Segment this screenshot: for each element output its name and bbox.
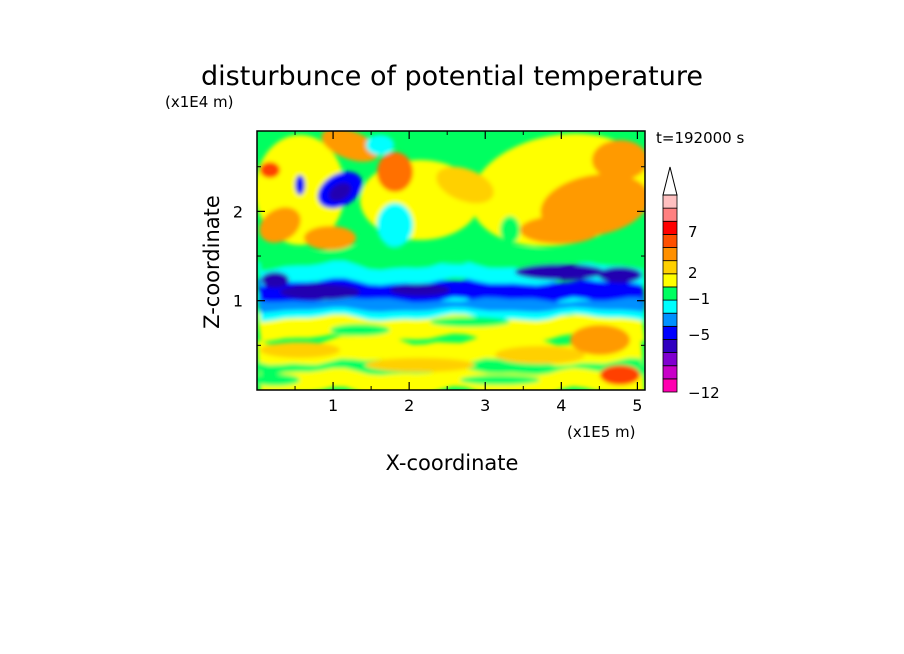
y-axis: 12 xyxy=(233,166,645,346)
cold-core xyxy=(515,264,605,280)
lower-patch xyxy=(460,375,540,385)
x-tick-label: 5 xyxy=(632,396,642,415)
x-axis: 1 2 3 4 5 xyxy=(294,131,642,415)
upper-warm xyxy=(260,162,280,178)
upper-cold xyxy=(328,182,352,202)
upper-cold xyxy=(377,203,413,247)
upper-warm xyxy=(321,131,379,162)
plot-area xyxy=(257,131,645,390)
y-tick-label: 1 xyxy=(233,292,243,311)
upper-warm xyxy=(520,216,600,244)
upper-warm xyxy=(304,226,356,250)
y-tick-label: 2 xyxy=(233,202,243,221)
colorbar-swatch xyxy=(662,325,678,340)
cold-core xyxy=(598,267,642,283)
colorbar-label: −5 xyxy=(688,326,710,344)
x-tick-label: 4 xyxy=(556,396,566,415)
contour-field xyxy=(257,131,645,390)
colorbar-swatch xyxy=(662,273,678,288)
lower-patch xyxy=(570,325,630,355)
upper-warm xyxy=(259,207,301,243)
upper-cold xyxy=(500,216,520,244)
colorbar-swatch xyxy=(662,286,678,301)
lower-patch xyxy=(365,358,475,372)
colorbar-label: −12 xyxy=(688,384,720,402)
x-axis-title: X-coordinate xyxy=(386,451,519,475)
colorbar-swatch xyxy=(662,194,678,209)
y-unit-label: (x1E4 m) xyxy=(165,93,234,111)
colorbar-swatch xyxy=(662,299,678,314)
colorbar-swatch xyxy=(662,220,678,235)
colorbar-swatch xyxy=(662,339,678,354)
upper-cold xyxy=(295,175,305,195)
colorbar-label: 7 xyxy=(688,223,698,241)
lower-patch xyxy=(600,365,640,385)
x-tick-label: 3 xyxy=(480,396,490,415)
colorbar-swatch xyxy=(662,233,678,248)
upper-warm xyxy=(436,166,494,204)
lower-patch xyxy=(330,324,390,336)
colorbar-label: 2 xyxy=(688,264,698,282)
sky-band xyxy=(257,297,645,313)
plot-frame xyxy=(256,130,646,391)
colorbar-extend-arrow xyxy=(662,166,678,196)
upper-warm xyxy=(592,140,645,180)
colorbar xyxy=(662,166,678,393)
x-tick-label: 1 xyxy=(328,396,338,415)
x-unit-label: (x1E5 m) xyxy=(567,423,636,441)
colorbar-swatch xyxy=(662,207,678,222)
colorbar-swatch xyxy=(662,352,678,367)
colorbar-swatch xyxy=(662,312,678,327)
lower-patch xyxy=(257,374,300,386)
colorbar-labels: 7 2 −1 −5 −12 xyxy=(688,223,720,402)
upper-cold xyxy=(366,135,394,155)
colorbar-swatch xyxy=(662,378,678,393)
cold-core xyxy=(390,284,450,296)
x-tick-label: 2 xyxy=(404,396,414,415)
lower-patch xyxy=(495,346,585,364)
upper-warm xyxy=(377,152,413,192)
colorbar-swatch xyxy=(662,247,678,262)
colorbar-label: −1 xyxy=(688,290,710,308)
colorbar-swatch xyxy=(662,365,678,380)
lower-patch xyxy=(430,317,510,327)
time-label: t=192000 s xyxy=(656,129,744,147)
cold-core xyxy=(280,284,360,300)
cold-core xyxy=(261,272,289,288)
y-axis-title: Z-coordinate xyxy=(200,195,224,329)
chart-title: disturbunce of potential temperature xyxy=(201,61,703,92)
colorbar-swatch xyxy=(662,260,678,275)
lower-patch xyxy=(260,342,340,358)
